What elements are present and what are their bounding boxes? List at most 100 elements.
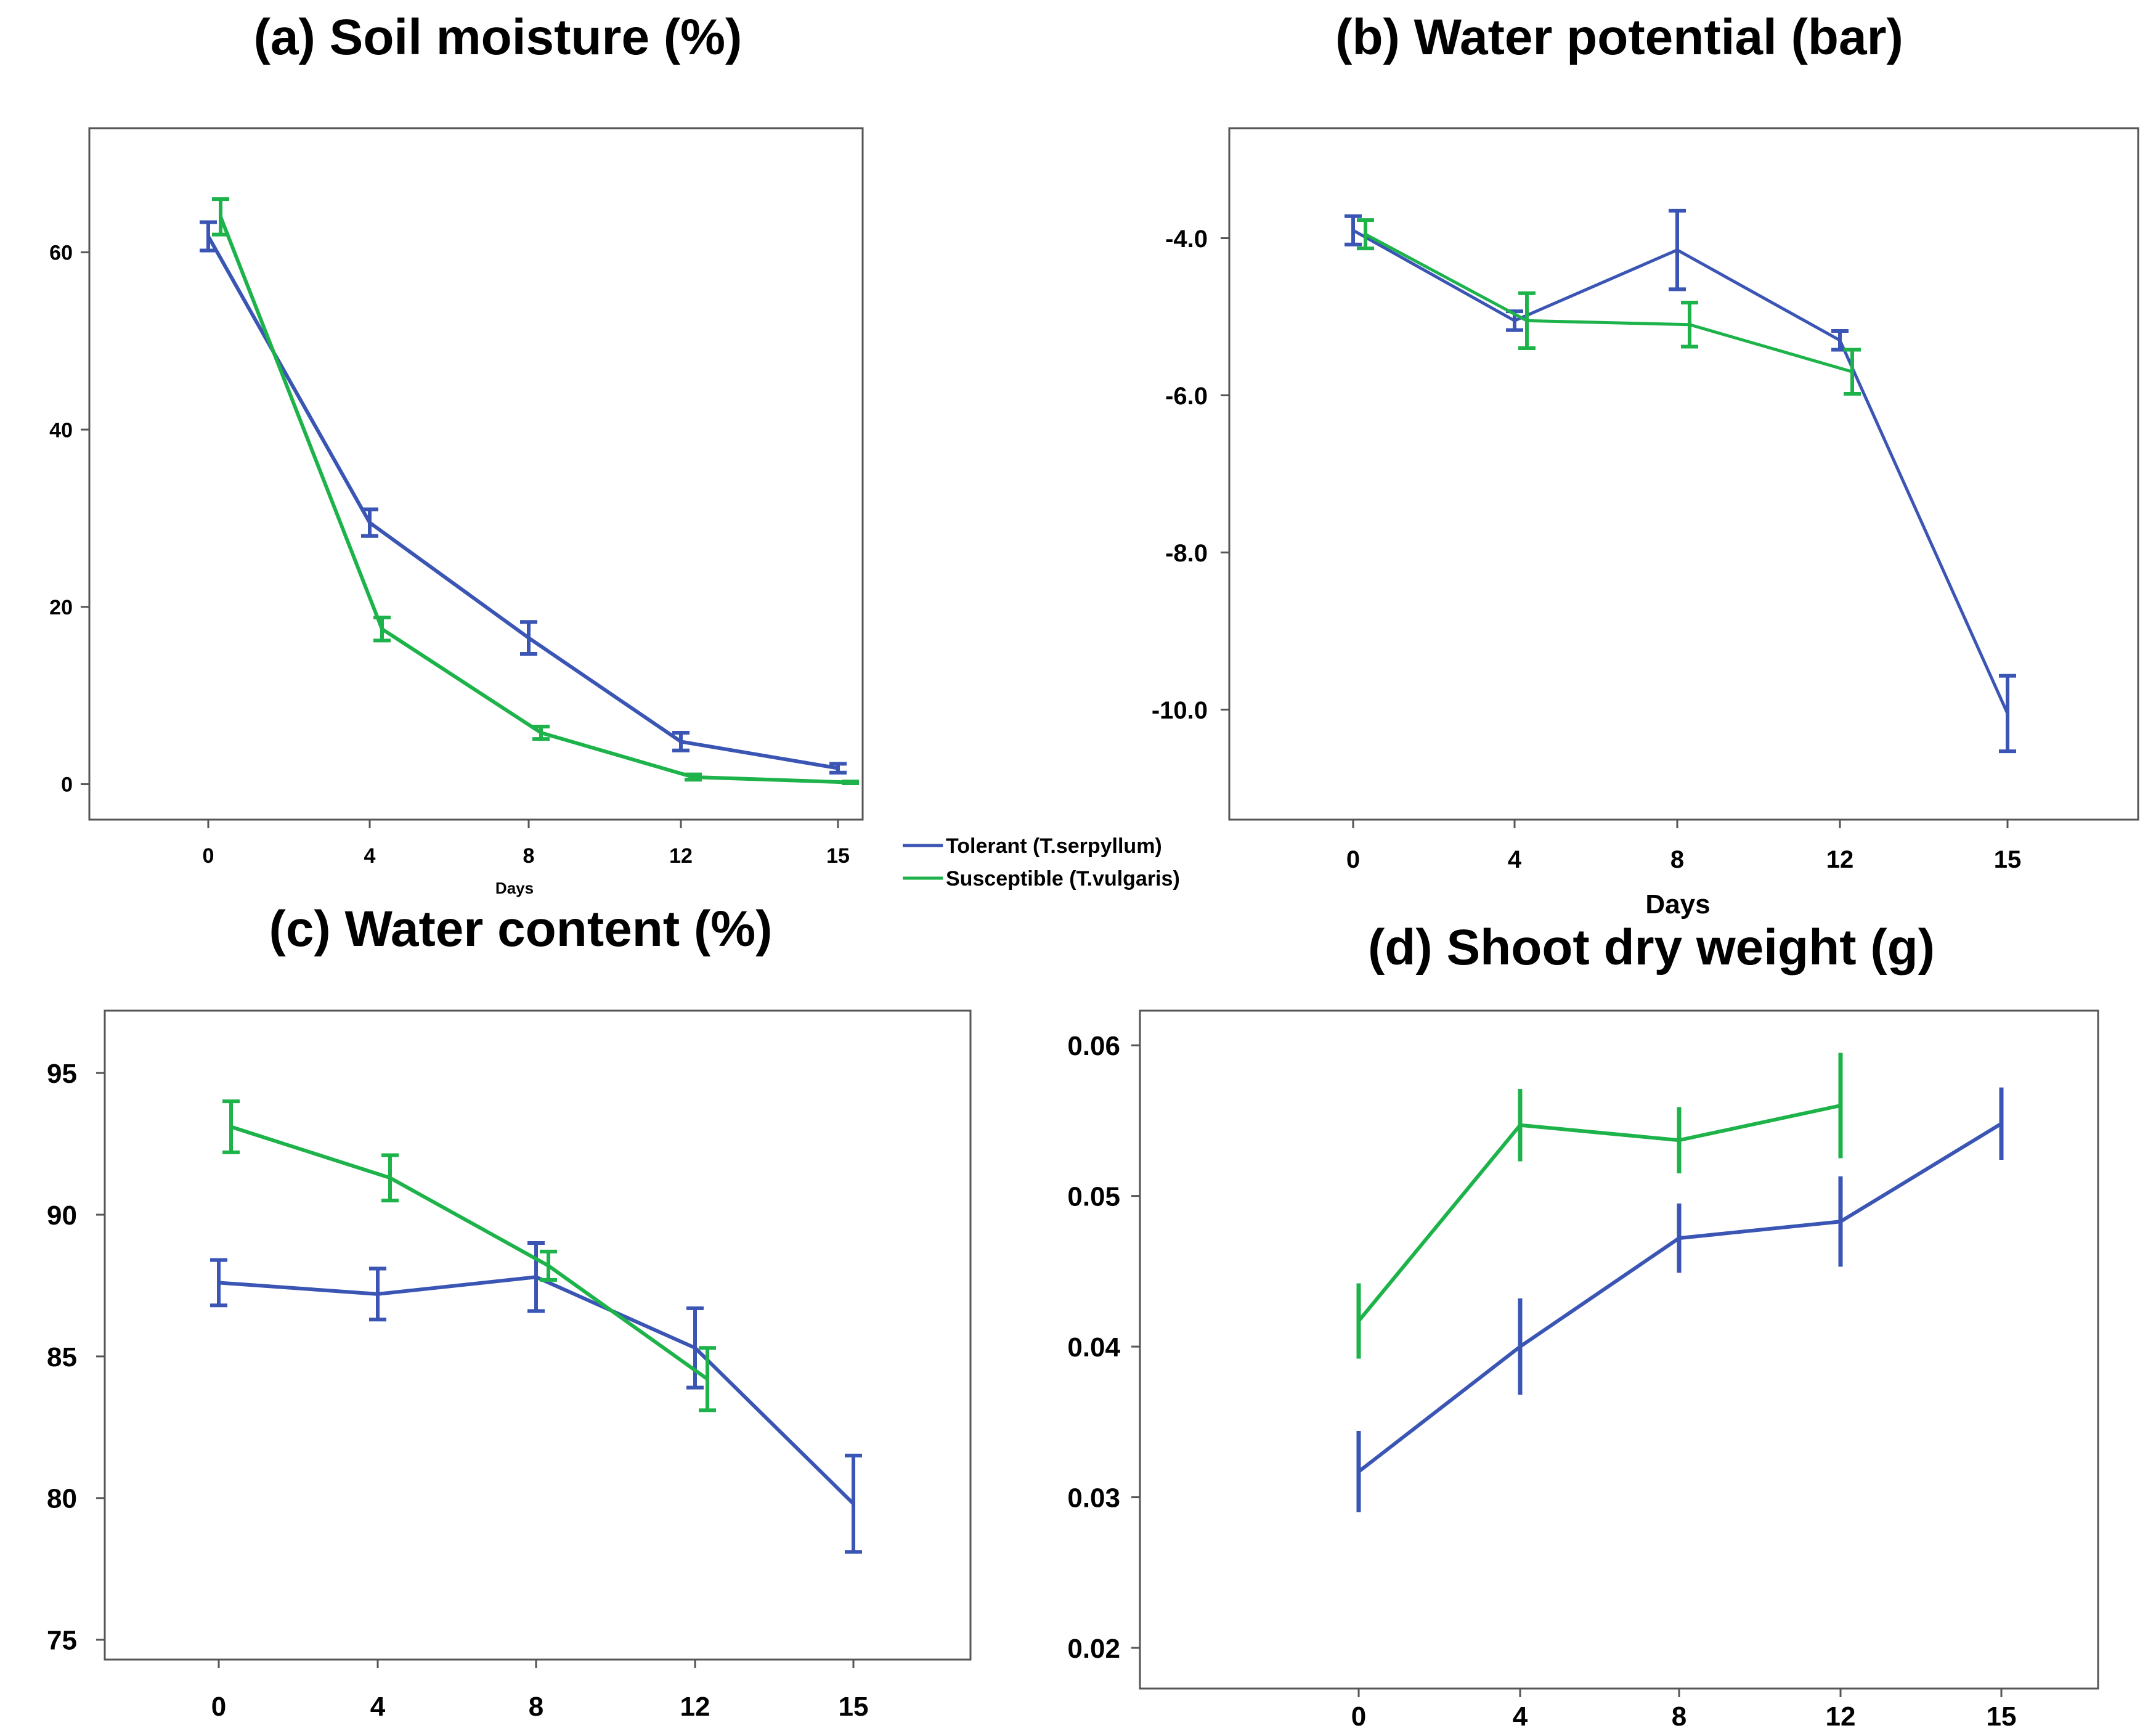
data-point-tolerant <box>527 637 530 639</box>
x-tick-label: 4 <box>370 1692 386 1722</box>
chart-title: (c) Water content (%) <box>269 901 773 957</box>
x-tick-label: 4 <box>1508 846 1522 873</box>
x-tick-label: 0 <box>1346 846 1360 873</box>
data-point-tolerant <box>852 1502 855 1505</box>
chart-panel-c: (c) Water content (%) 75 80 85 90 95 0 4 8 12 15 <box>47 901 972 1722</box>
data-point-susceptible <box>547 1265 550 1267</box>
data-point-susceptible <box>1357 1320 1360 1322</box>
data-point-tolerant <box>837 767 839 770</box>
data-point-tolerant <box>1519 1345 1521 1348</box>
chart-title: (a) Soil moisture (%) <box>254 9 742 65</box>
data-point-tolerant <box>1678 1237 1680 1239</box>
data-point-tolerant <box>1513 319 1516 322</box>
plot-frame <box>1228 127 2139 821</box>
data-point-tolerant <box>535 1276 537 1278</box>
data-point-tolerant <box>218 1281 220 1284</box>
x-tick-label: 15 <box>1994 846 2022 873</box>
data-point-susceptible <box>540 731 542 734</box>
y-tick-label: 0.02 <box>1067 1634 1120 1664</box>
x-tick-label: 0 <box>211 1692 226 1722</box>
y-tick-label: -10.0 <box>1152 697 1208 724</box>
series-line-susceptible <box>230 1125 709 1381</box>
series-line-tolerant <box>206 235 839 770</box>
chart-title: (d) Shoot dry weight (g) <box>1368 919 1935 976</box>
data-point-tolerant <box>680 740 682 743</box>
chart-panel-a: (a) Soil moisture (%) 0 20 40 60 0 4 8 12 15 Days <box>49 9 864 897</box>
y-tick-label: 0.04 <box>1067 1332 1120 1363</box>
data-point-tolerant <box>368 521 371 524</box>
x-tick-label: 0 <box>1351 1701 1366 1732</box>
series-line-susceptible <box>1364 232 1853 373</box>
x-tick-label: 15 <box>839 1692 869 1722</box>
data-point-susceptible <box>381 628 383 630</box>
y-tick-label: 40 <box>49 418 73 442</box>
data-point-tolerant <box>1352 229 1354 232</box>
y-tick-label: 0 <box>61 773 73 797</box>
data-point-susceptible <box>219 216 222 218</box>
x-tick-label: 8 <box>523 844 535 868</box>
series-line-susceptible <box>1357 1104 1841 1322</box>
x-tick-label: 8 <box>1672 1701 1686 1732</box>
x-tick-label: 8 <box>529 1692 543 1722</box>
series-line-tolerant <box>1357 1122 2003 1473</box>
data-point-susceptible <box>692 776 694 778</box>
plot-frame <box>88 127 864 821</box>
data-point-susceptible <box>1851 370 1853 373</box>
x-tick-label: 15 <box>826 844 850 868</box>
x-tick-label: 15 <box>1987 1701 2017 1732</box>
data-point-tolerant <box>207 235 210 237</box>
x-tick-label: 12 <box>1826 1701 1856 1732</box>
x-tick-label: 4 <box>364 844 376 868</box>
chart-title: (b) Water potential (bar) <box>1335 9 1903 65</box>
data-point-susceptible <box>230 1126 232 1128</box>
y-tick-label: 0.03 <box>1067 1483 1120 1513</box>
data-point-susceptible <box>1688 324 1691 326</box>
y-tick-label: 0.06 <box>1067 1031 1120 1061</box>
data-point-tolerant <box>1357 1470 1360 1473</box>
y-tick-label: -8.0 <box>1165 540 1208 567</box>
data-point-tolerant <box>376 1293 379 1295</box>
x-axis-label: Days <box>495 879 534 897</box>
chart-panel-b: (b) Water potential (bar) -4.0 -6.0 -8.0 -10… <box>1152 9 2139 919</box>
y-tick-label: 0.05 <box>1067 1182 1120 1212</box>
data-point-tolerant <box>2006 712 2009 715</box>
y-tick-label: 90 <box>47 1200 77 1231</box>
y-tick-label: -4.0 <box>1165 226 1208 253</box>
data-point-susceptible <box>1519 1124 1521 1127</box>
y-tick-label: 60 <box>49 242 73 265</box>
data-point-tolerant <box>694 1347 696 1349</box>
data-point-susceptible <box>706 1378 709 1380</box>
y-tick-label: 85 <box>47 1342 77 1372</box>
x-tick-label: 4 <box>1513 1701 1528 1732</box>
plot-frame <box>104 1009 972 1661</box>
data-point-susceptible <box>1364 233 1367 235</box>
x-tick-label: 12 <box>680 1692 710 1722</box>
data-point-susceptible <box>849 781 852 784</box>
data-point-susceptible <box>1526 319 1528 322</box>
series-line-tolerant <box>1352 229 2009 714</box>
data-point-tolerant <box>1839 339 1841 341</box>
x-tick-label: 0 <box>203 844 214 868</box>
plot-frame <box>1139 1009 2099 1690</box>
x-tick-label: 12 <box>1826 846 1854 873</box>
series-line-susceptible <box>219 216 851 784</box>
data-point-susceptible <box>389 1176 391 1179</box>
chart-panel-d: (d) Shoot dry weight (g) 0.02 0.03 0.04 0.05… <box>1067 919 2099 1732</box>
x-tick-label: 8 <box>1670 846 1684 873</box>
data-point-tolerant <box>1839 1220 1842 1223</box>
legend: Tolerant (T.serpyllum) Susceptible (T.vul… <box>903 834 1180 890</box>
y-tick-label: 75 <box>47 1626 77 1656</box>
data-point-susceptible <box>1839 1104 1842 1107</box>
y-tick-label: -6.0 <box>1165 383 1208 410</box>
data-point-susceptible <box>1678 1139 1680 1141</box>
x-tick-label: 12 <box>669 844 693 868</box>
y-tick-label: 80 <box>47 1484 77 1514</box>
y-tick-label: 95 <box>47 1059 77 1089</box>
x-axis-label: Days <box>1645 889 1710 919</box>
legend-label-susceptible: Susceptible (T.vulgaris) <box>946 867 1180 890</box>
y-tick-label: 20 <box>49 596 73 619</box>
data-point-tolerant <box>2000 1122 2003 1125</box>
legend-label-tolerant: Tolerant (T.serpyllum) <box>946 834 1162 858</box>
data-point-tolerant <box>1676 249 1678 251</box>
